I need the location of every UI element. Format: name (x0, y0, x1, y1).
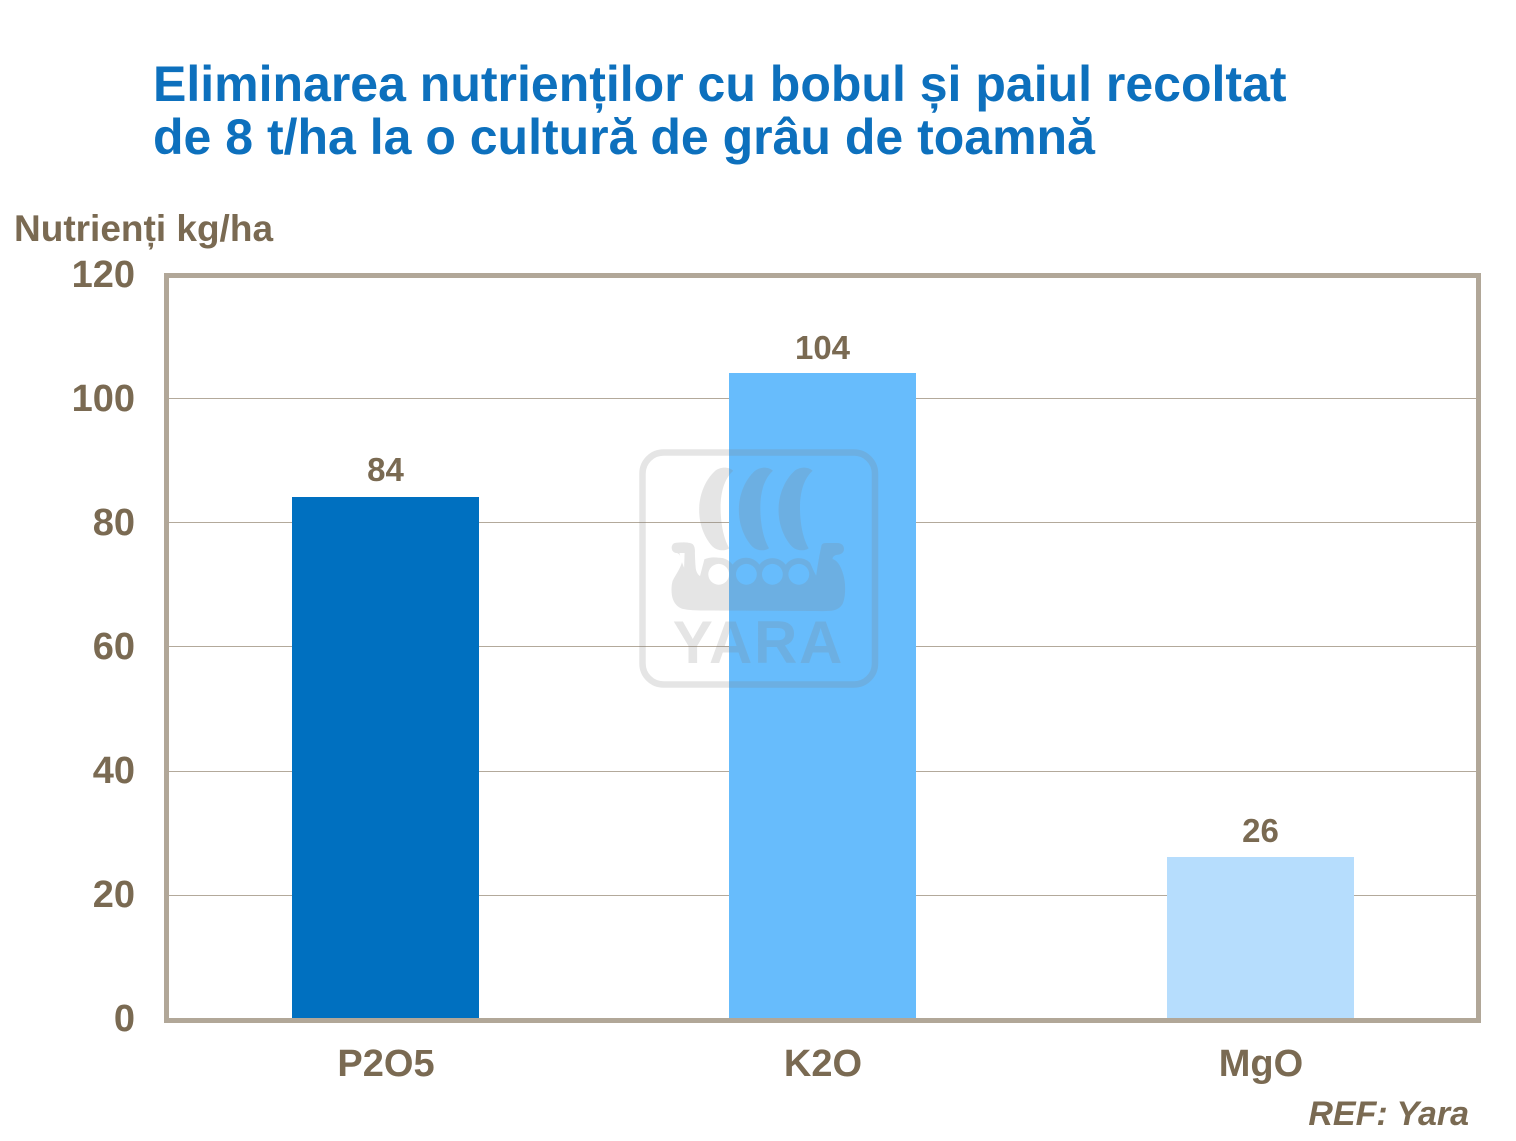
svg-text:YARA: YARA (673, 609, 844, 676)
